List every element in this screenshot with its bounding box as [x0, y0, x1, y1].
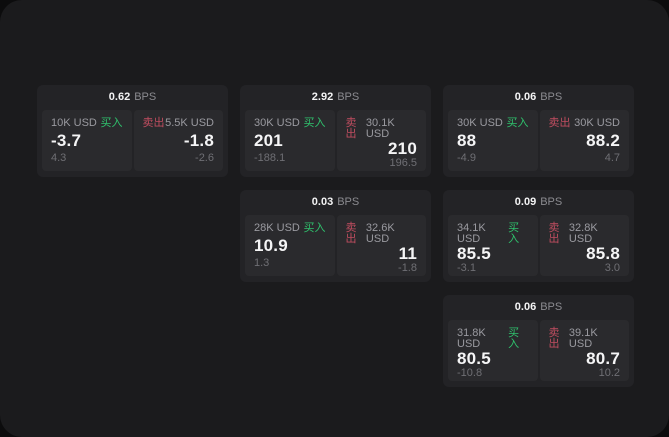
sell-side-label: 卖出	[548, 327, 560, 350]
sell-panel[interactable]: 卖出 32.6K USD 11 -1.8	[336, 215, 426, 276]
quote-card-6[interactable]: 0.06 BPS 31.8K USD 买入 80.5 -10.8 卖出 39.1…	[443, 295, 634, 387]
sell-sub-value: 3.0	[604, 262, 620, 274]
bps-header: 0.09 BPS	[443, 190, 634, 215]
buy-side-label: 买入	[303, 222, 326, 234]
buy-price: 201	[254, 131, 283, 150]
bps-unit-label: BPS	[540, 301, 563, 313]
bps-unit-label: BPS	[540, 196, 563, 208]
buy-panel[interactable]: 31.8K USD 买入 80.5 -10.8	[448, 320, 538, 381]
bps-header: 2.92 BPS	[240, 85, 431, 110]
buy-size: 30K USD	[457, 117, 503, 129]
sell-sub-value: 10.2	[598, 367, 620, 379]
quote-card-3[interactable]: 0.06 BPS 30K USD 买入 88 -4.9 卖出 30K USD 8…	[443, 85, 634, 177]
buy-size: 10K USD	[51, 117, 97, 129]
bps-header: 0.06 BPS	[443, 85, 634, 110]
bps-header: 0.62 BPS	[37, 85, 228, 110]
sell-sub-value: -1.8	[398, 262, 417, 274]
buy-sub-value: 1.3	[254, 257, 270, 269]
sell-sub-value: 196.5	[389, 157, 417, 169]
buy-side-label: 买入	[100, 117, 123, 129]
quote-panels: 28K USD 买入 10.9 1.3 卖出 32.6K USD 11 -1.8	[240, 215, 431, 276]
sell-size: 5.5K USD	[165, 117, 214, 129]
bps-value: 0.09	[514, 196, 537, 208]
buy-sub-value: -3.1	[457, 262, 476, 274]
quote-card-1[interactable]: 0.62 BPS 10K USD 买入 -3.7 4.3 卖出 5.5K USD…	[37, 85, 228, 177]
buy-side-label: 买入	[508, 222, 520, 245]
sell-size: 30K USD	[574, 117, 620, 129]
sell-size: 39.1K USD	[568, 327, 598, 350]
bps-value: 0.06	[514, 301, 537, 313]
buy-sub-value: 4.3	[51, 152, 67, 164]
buy-size: 31.8K USD	[457, 327, 486, 350]
buy-panel[interactable]: 30K USD 买入 201 -188.1	[245, 110, 335, 171]
quote-panels: 30K USD 买入 201 -188.1 卖出 30.1K USD 210 1…	[240, 110, 431, 171]
sell-price: 11	[398, 244, 417, 263]
quote-panels: 30K USD 买入 88 -4.9 卖出 30K USD 88.2 4.7	[443, 110, 634, 171]
sell-panel[interactable]: 卖出 30K USD 88.2 4.7	[539, 110, 629, 171]
buy-sub-value: -10.8	[457, 367, 483, 379]
sell-side-label: 卖出	[548, 117, 571, 129]
quote-panels: 10K USD 买入 -3.7 4.3 卖出 5.5K USD -1.8 -2.…	[37, 110, 228, 171]
bps-header: 0.03 BPS	[240, 190, 431, 215]
buy-side-label: 买入	[508, 327, 520, 350]
quote-card-2[interactable]: 2.92 BPS 30K USD 买入 201 -188.1 卖出 30.1K …	[240, 85, 431, 177]
buy-size: 28K USD	[254, 222, 300, 234]
buy-price: 85.5	[457, 244, 491, 263]
buy-sub-value: -188.1	[254, 152, 286, 164]
bps-value: 2.92	[311, 91, 334, 103]
sell-size: 30.1K USD	[365, 117, 395, 140]
quote-card-4[interactable]: 0.03 BPS 28K USD 买入 10.9 1.3 卖出 32.6K US…	[240, 190, 431, 282]
sell-price: -1.8	[183, 131, 214, 150]
buy-price: -3.7	[51, 131, 82, 150]
bps-unit-label: BPS	[337, 91, 360, 103]
buy-panel[interactable]: 10K USD 买入 -3.7 4.3	[42, 110, 132, 171]
bps-header: 0.06 BPS	[443, 295, 634, 320]
buy-size: 30K USD	[254, 117, 300, 129]
sell-side-label: 卖出	[548, 222, 560, 245]
bps-value: 0.03	[311, 196, 334, 208]
buy-panel[interactable]: 28K USD 买入 10.9 1.3	[245, 215, 335, 276]
sell-size: 32.8K USD	[568, 222, 598, 245]
sell-price: 85.8	[586, 244, 620, 263]
sell-sub-value: 4.7	[604, 152, 620, 164]
sell-price: 80.7	[586, 349, 620, 368]
bps-unit-label: BPS	[134, 91, 157, 103]
buy-panel[interactable]: 30K USD 买入 88 -4.9	[448, 110, 538, 171]
quote-panels: 31.8K USD 买入 80.5 -10.8 卖出 39.1K USD 80.…	[443, 320, 634, 381]
buy-side-label: 买入	[506, 117, 529, 129]
buy-price: 88	[457, 131, 477, 150]
bps-unit-label: BPS	[540, 91, 563, 103]
sell-side-label: 卖出	[345, 117, 357, 140]
buy-sub-value: -4.9	[457, 152, 476, 164]
sell-panel[interactable]: 卖出 5.5K USD -1.8 -2.6	[133, 110, 223, 171]
bps-value: 0.62	[108, 91, 131, 103]
sell-sub-value: -2.6	[195, 152, 214, 164]
sell-size: 32.6K USD	[365, 222, 395, 245]
bps-value: 0.06	[514, 91, 537, 103]
buy-side-label: 买入	[303, 117, 326, 129]
sell-panel[interactable]: 卖出 32.8K USD 85.8 3.0	[539, 215, 629, 276]
sell-price: 88.2	[586, 131, 620, 150]
bps-unit-label: BPS	[337, 196, 360, 208]
buy-price: 80.5	[457, 349, 491, 368]
sell-panel[interactable]: 卖出 39.1K USD 80.7 10.2	[539, 320, 629, 381]
sell-panel[interactable]: 卖出 30.1K USD 210 196.5	[336, 110, 426, 171]
quote-card-5[interactable]: 0.09 BPS 34.1K USD 买入 85.5 -3.1 卖出 32.8K…	[443, 190, 634, 282]
buy-panel[interactable]: 34.1K USD 买入 85.5 -3.1	[448, 215, 538, 276]
buy-size: 34.1K USD	[457, 222, 486, 245]
sell-side-label: 卖出	[345, 222, 357, 245]
quote-panels: 34.1K USD 买入 85.5 -3.1 卖出 32.8K USD 85.8…	[443, 215, 634, 276]
buy-price: 10.9	[254, 236, 288, 255]
sell-price: 210	[388, 139, 417, 158]
sell-side-label: 卖出	[142, 117, 165, 129]
